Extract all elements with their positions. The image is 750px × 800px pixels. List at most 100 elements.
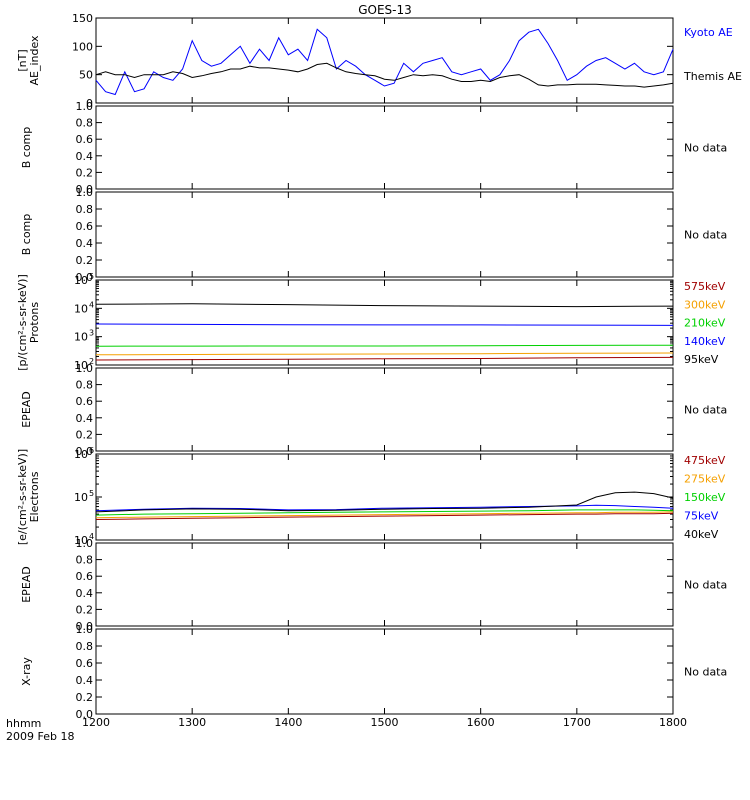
y-tick-label: 0.4 <box>76 674 94 687</box>
y-tick-label: 0.2 <box>76 691 94 704</box>
panel-frame <box>95 105 674 190</box>
y-tick-label: 0.8 <box>76 117 94 130</box>
series-line-140kev <box>95 323 674 326</box>
legend-140kev: 140keV <box>684 335 726 348</box>
figure-title: GOES-13 <box>358 3 412 17</box>
y-tick-label: 0.0 <box>76 620 94 633</box>
y-tick-exponent: 3 <box>89 329 94 338</box>
y-axis-label: [p/(cm²-s-sr-keV)] <box>16 274 29 371</box>
legend-40kev: 40keV <box>684 528 719 541</box>
y-tick-label: 0.4 <box>76 237 94 250</box>
y-tick-exponent: 6 <box>89 446 94 455</box>
x-tick-label: 1600 <box>467 716 495 729</box>
y-tick-exponent: 2 <box>89 357 94 366</box>
legend-kyoto-ae: Kyoto AE <box>684 26 733 39</box>
y-tick-label: 10 <box>74 274 88 287</box>
series-line-75kev <box>95 504 674 512</box>
y-tick-label: 0.4 <box>76 587 94 600</box>
y-axis-label: EPEAD <box>20 566 33 603</box>
y-tick-label: 10 <box>74 448 88 461</box>
series-line-475kev <box>95 512 674 520</box>
series-line-575kev <box>95 356 674 361</box>
y-axis-label: Electrons <box>28 471 41 522</box>
series-line-40kev <box>95 491 674 513</box>
date-label: 2009 Feb 18 <box>6 730 74 743</box>
y-tick-exponent: 4 <box>89 532 94 541</box>
legend-150kev: 150keV <box>684 491 726 504</box>
y-axis-label: B comp <box>20 127 33 169</box>
y-tick-label: 1.0 <box>76 623 94 636</box>
y-tick-label: 0.6 <box>76 133 94 146</box>
y-tick-label: 0.4 <box>76 150 94 163</box>
y-axis-label: EPEAD <box>20 391 33 428</box>
y-tick-label: 10 <box>74 534 88 547</box>
x-tick-label: 1400 <box>274 716 302 729</box>
panel-frame <box>95 453 674 541</box>
y-tick-label: 100 <box>72 40 93 53</box>
time-axis-label: hhmm <box>6 717 41 730</box>
y-tick-label: 0.2 <box>76 603 94 616</box>
y-tick-label: 0.8 <box>76 379 94 392</box>
y-tick-label: 150 <box>72 12 93 25</box>
series-line-kyoto-ae <box>95 28 674 96</box>
no-data-label: No data <box>684 142 727 155</box>
no-data-label: No data <box>684 229 727 242</box>
y-tick-label: 1.0 <box>76 186 94 199</box>
x-tick-label: 1800 <box>659 716 687 729</box>
series-line-themis-ae <box>95 62 674 88</box>
y-axis-label: [nT] <box>16 49 29 71</box>
y-axis-label: X-ray <box>20 657 33 686</box>
panel-frame <box>95 542 674 627</box>
y-tick-label: 0.2 <box>76 254 94 267</box>
y-tick-label: 0 <box>86 97 93 110</box>
legend-575kev: 575keV <box>684 280 726 293</box>
y-tick-label: 0.8 <box>76 554 94 567</box>
y-tick-label: 0.0 <box>76 445 94 458</box>
panel-epead2: 0.0 0.2 0.4 0.6 0.8 1.0 EPEAD No data <box>20 537 727 633</box>
x-tick-label: 1700 <box>563 716 591 729</box>
y-tick-label: 0.8 <box>76 203 94 216</box>
panels: 0 50 100 150 AE_index[nT] Kyoto AE Themis AE 0.… <box>16 12 742 721</box>
y-tick-exponent: 5 <box>89 489 94 498</box>
x-tick-label: 1500 <box>371 716 399 729</box>
panel-frame <box>95 367 674 452</box>
y-axis-label: [e/(cm²-s-sr-keV)] <box>16 449 29 545</box>
legend-210kev: 210keV <box>684 317 726 330</box>
y-tick-label: 0.8 <box>76 640 94 653</box>
series-line-210kev <box>95 344 674 347</box>
time-axis: 1200 1300 1400 1500 1600 1700 1800 <box>82 716 687 729</box>
legend-475kev: 475keV <box>684 454 726 467</box>
legend-75kev: 75keV <box>684 510 719 523</box>
y-tick-label: 1.0 <box>76 100 94 113</box>
y-tick-label: 0.2 <box>76 428 94 441</box>
y-axis-label: B comp <box>20 214 33 256</box>
series-line-95kev <box>95 303 674 308</box>
legend-300kev: 300keV <box>684 298 726 311</box>
no-data-label: No data <box>684 404 727 417</box>
y-tick-label: 0.6 <box>76 395 94 408</box>
y-tick-label: 10 <box>74 359 88 372</box>
panel-xray: 0.0 0.2 0.4 0.6 0.8 1.0 X-ray No data <box>20 623 727 721</box>
legend-themis-ae: Themis AE <box>683 70 742 83</box>
panel-frame <box>95 279 674 366</box>
y-tick-label: 10 <box>74 331 88 344</box>
panel-ae: 0 50 100 150 AE_index[nT] Kyoto AE Themis AE <box>16 12 742 110</box>
y-axis-label: AE_index <box>28 35 41 86</box>
x-tick-label: 1200 <box>82 716 110 729</box>
y-tick-label: 10 <box>74 302 88 315</box>
y-tick-exponent: 5 <box>89 272 94 281</box>
no-data-label: No data <box>684 666 727 679</box>
y-tick-label: 0.6 <box>76 220 94 233</box>
panel-frame <box>95 628 674 715</box>
panel-epead1: 0.0 0.2 0.4 0.6 0.8 1.0 EPEAD No data <box>20 362 727 458</box>
y-tick-label: 0.2 <box>76 166 94 179</box>
panel-frame <box>95 191 674 278</box>
y-tick-label: 0.0 <box>76 271 94 284</box>
y-tick-label: 1.0 <box>76 537 94 550</box>
legend-275kev: 275keV <box>684 473 726 486</box>
panel-frame <box>95 17 674 104</box>
panel-bcomp1: 0.0 0.2 0.4 0.6 0.8 1.0 B comp No data <box>20 100 727 196</box>
